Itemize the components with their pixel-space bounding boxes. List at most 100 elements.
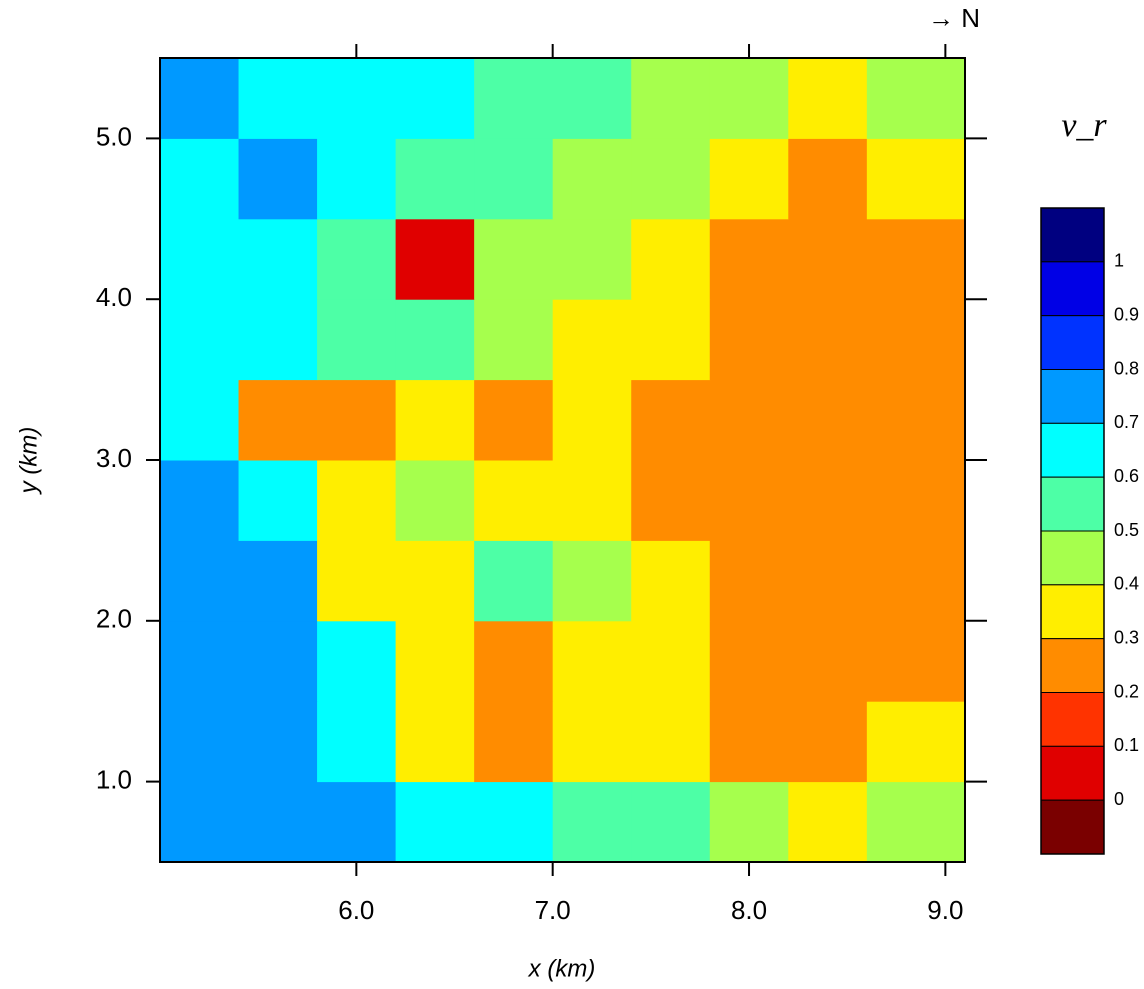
x-tick-label: 7.0: [535, 895, 571, 925]
heat-cell: [631, 621, 710, 702]
heat-cell: [317, 540, 396, 621]
y-tick-label: 5.0: [96, 121, 132, 151]
colorbar-label: 0.7: [1114, 412, 1139, 432]
heat-cell: [474, 460, 553, 541]
heat-cell: [867, 460, 966, 541]
heat-cell: [553, 540, 632, 621]
heat-cell: [160, 380, 239, 461]
heat-cell: [710, 460, 789, 541]
heat-cell: [867, 219, 966, 300]
heat-cell: [396, 701, 475, 782]
heat-cell: [553, 380, 632, 461]
heat-cell: [474, 299, 553, 380]
heat-cell: [474, 621, 553, 702]
heat-cell: [553, 58, 632, 139]
heat-cell: [239, 58, 318, 139]
heat-cell: [788, 701, 867, 782]
y-axis-label: y (km): [15, 427, 42, 496]
heat-cell: [396, 540, 475, 621]
heat-cell: [710, 540, 789, 621]
colorbar-label: 0.2: [1114, 681, 1139, 701]
north-annotation: → N: [928, 3, 980, 33]
colorbar-label: 0.8: [1114, 358, 1139, 378]
heat-cell: [710, 701, 789, 782]
heat-cell: [239, 138, 318, 219]
heat-cell: [474, 219, 553, 300]
heat-cell: [396, 380, 475, 461]
colorbar-band: [1041, 262, 1104, 316]
heat-cell: [239, 460, 318, 541]
x-tick-label: 8.0: [731, 895, 767, 925]
heat-cell: [239, 782, 318, 863]
heat-cell: [710, 219, 789, 300]
heat-cell: [710, 782, 789, 863]
heat-cell: [239, 219, 318, 300]
heat-cell: [474, 540, 553, 621]
colorbar-label: 0.3: [1114, 627, 1139, 647]
heat-cell: [160, 540, 239, 621]
heat-cell: [867, 138, 966, 219]
heat-cell: [396, 460, 475, 541]
y-tick-label: 1.0: [96, 764, 132, 794]
heat-cell: [239, 540, 318, 621]
heat-cell: [788, 219, 867, 300]
heat-cell: [317, 138, 396, 219]
colorbar-band: [1041, 639, 1104, 693]
heat-cell: [710, 58, 789, 139]
heat-cell: [396, 138, 475, 219]
heat-cell: [867, 540, 966, 621]
heat-cell: [553, 299, 632, 380]
colorbar-label: 1: [1114, 251, 1124, 271]
heat-cell: [710, 380, 789, 461]
heat-cell: [867, 299, 966, 380]
colorbar-title: v_r: [1061, 107, 1107, 144]
heat-cell: [631, 138, 710, 219]
heat-cell: [788, 58, 867, 139]
colorbar-band: [1041, 208, 1104, 262]
heat-cell: [788, 138, 867, 219]
heat-cell: [867, 380, 966, 461]
heat-cell: [317, 782, 396, 863]
heat-cell: [553, 138, 632, 219]
heat-cell: [631, 58, 710, 139]
heat-cell: [474, 701, 553, 782]
heat-cell: [553, 782, 632, 863]
colorbar-label: 0.9: [1114, 304, 1139, 324]
heat-cell: [317, 460, 396, 541]
heat-cell: [474, 138, 553, 219]
heat-cell: [553, 219, 632, 300]
x-tick-label: 9.0: [927, 895, 963, 925]
y-tick-label: 2.0: [96, 604, 132, 634]
colorbar-label: 0.6: [1114, 466, 1139, 486]
chart: → N x (km) y (km) v_r 6.07.08.09.01.02.0…: [0, 0, 1144, 989]
heat-cell: [474, 380, 553, 461]
heat-cell: [710, 299, 789, 380]
colorbar-band: [1041, 531, 1104, 585]
heat-cell: [396, 782, 475, 863]
heat-cell: [553, 460, 632, 541]
heat-cell: [631, 299, 710, 380]
heat-cell: [239, 380, 318, 461]
heat-cell: [788, 782, 867, 863]
colorbar-band: [1041, 585, 1104, 639]
heat-cell: [788, 540, 867, 621]
colorbar-label: 0.4: [1114, 574, 1139, 594]
colorbar-label: 0.5: [1114, 520, 1139, 540]
heat-cell: [553, 621, 632, 702]
heat-cell: [396, 58, 475, 139]
heat-cell: [474, 782, 553, 863]
heat-cell: [631, 540, 710, 621]
heat-cell: [396, 219, 475, 300]
colorbar-label: 0.1: [1114, 735, 1139, 755]
heat-cell: [710, 138, 789, 219]
heat-cell: [867, 58, 966, 139]
heat-cell: [788, 460, 867, 541]
colorbar-band: [1041, 423, 1104, 477]
heat-cell: [317, 219, 396, 300]
heat-cell: [710, 621, 789, 702]
x-tick-label: 6.0: [338, 895, 374, 925]
heat-cell: [317, 58, 396, 139]
colorbar-band: [1041, 746, 1104, 800]
heat-cell: [239, 701, 318, 782]
colorbar-band: [1041, 316, 1104, 370]
